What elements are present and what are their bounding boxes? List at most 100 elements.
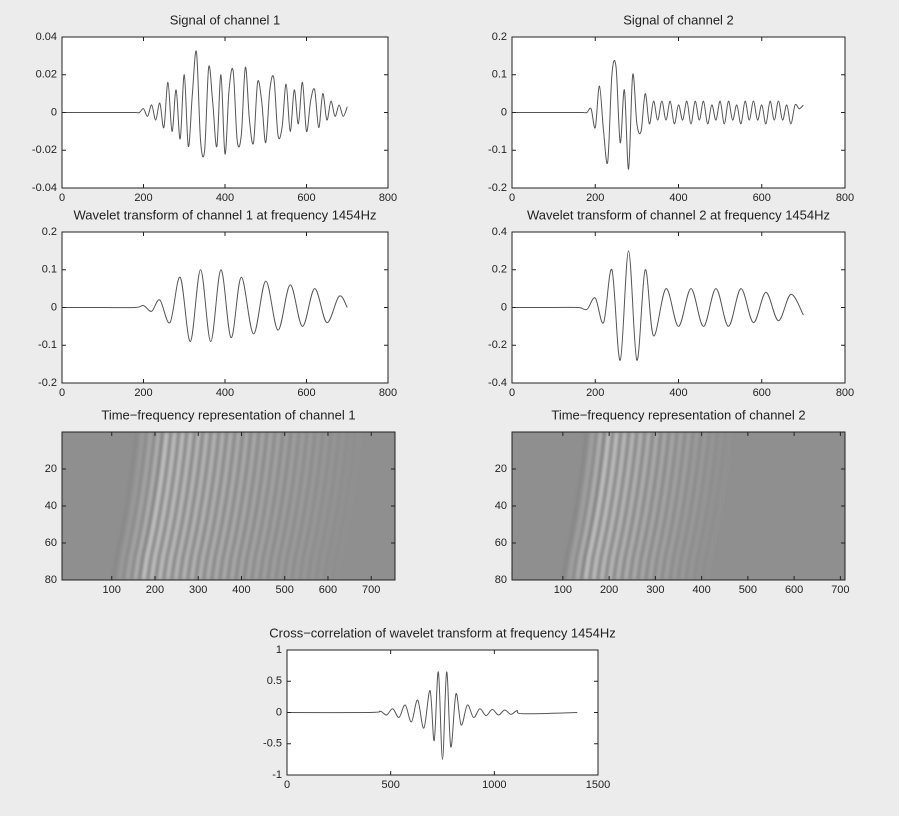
image-stripe xyxy=(679,432,708,580)
image-stripe xyxy=(683,432,712,580)
image-stripe xyxy=(225,432,254,580)
image-stripe xyxy=(329,432,358,580)
image-stripe xyxy=(663,432,692,580)
image-stripe xyxy=(229,432,258,580)
image-stripe xyxy=(125,432,154,580)
image-stripe xyxy=(607,432,636,580)
subplot-title: Signal of channel 1 xyxy=(170,12,281,27)
x-tick-label: 500 xyxy=(381,779,399,791)
x-tick-label: 600 xyxy=(753,387,771,399)
subplot: Signal of channel 2 0 200 400 600 800 -0.2 -0.1… xyxy=(488,12,854,203)
y-tick-label: 0 xyxy=(51,301,57,313)
subplot-title: Time−frequency representation of channel… xyxy=(551,407,805,422)
image-stripe xyxy=(603,432,632,580)
y-tick-label: 20 xyxy=(495,463,507,475)
image-stripe xyxy=(321,432,350,580)
image-stripe xyxy=(253,432,282,580)
y-tick-label: 40 xyxy=(45,500,57,512)
image-stripe xyxy=(161,432,190,580)
y-tick-label: -0.1 xyxy=(488,144,507,156)
y-tick-label: 0.2 xyxy=(492,31,507,43)
y-tick-label: 0.5 xyxy=(267,675,282,687)
image-stripe xyxy=(241,432,270,580)
image-stripe xyxy=(599,432,628,580)
image-stripe xyxy=(575,432,604,580)
x-tick-label: 0 xyxy=(59,387,65,399)
subplot: Time−frequency representation of channel… xyxy=(45,407,396,596)
x-tick-label: 200 xyxy=(134,387,152,399)
image-stripe xyxy=(695,432,724,580)
y-tick-label: 0 xyxy=(276,706,282,718)
image-stripe xyxy=(615,432,644,580)
image-stripe xyxy=(687,432,716,580)
image-stripe xyxy=(193,432,222,580)
y-tick-label: 40 xyxy=(495,500,507,512)
image-stripe xyxy=(181,432,210,580)
image-stripe xyxy=(309,432,338,580)
image-stripe xyxy=(209,432,238,580)
y-tick-label: 80 xyxy=(45,574,57,586)
image-stripe xyxy=(137,432,166,580)
image-stripe xyxy=(579,432,608,580)
image-stripe xyxy=(173,432,202,580)
signal-line xyxy=(511,59,804,170)
x-tick-label: 600 xyxy=(319,584,337,596)
image-stripe xyxy=(293,432,322,580)
image-stripe xyxy=(631,432,660,580)
signal-line xyxy=(286,671,578,760)
y-tick-label: 0.1 xyxy=(492,69,507,81)
image-stripe xyxy=(285,432,314,580)
y-tick-label: -1 xyxy=(272,769,282,781)
x-tick-label: 500 xyxy=(276,584,294,596)
x-tick-label: 200 xyxy=(586,387,604,399)
image-stripe xyxy=(647,432,676,580)
x-tick-label: 0 xyxy=(509,387,515,399)
image-stripe xyxy=(145,432,174,580)
image-stripe xyxy=(691,432,720,580)
image-stripe xyxy=(177,432,206,580)
y-tick-label: 0.2 xyxy=(42,226,57,238)
y-tick-label: 60 xyxy=(495,537,507,549)
image-stripe xyxy=(185,432,214,580)
image-stripe xyxy=(639,432,668,580)
image-stripe xyxy=(121,432,150,580)
x-tick-label: 200 xyxy=(146,584,164,596)
subplot: Wavelet transform of channel 1 at freque… xyxy=(38,207,397,398)
image-stripe xyxy=(257,432,286,580)
y-tick-label: -0.5 xyxy=(263,738,282,750)
image-stripe xyxy=(583,432,612,580)
image-stripe xyxy=(197,432,226,580)
x-tick-label: 100 xyxy=(103,584,121,596)
y-tick-label: -0.2 xyxy=(488,182,507,194)
x-tick-label: 300 xyxy=(189,584,207,596)
image-stripe xyxy=(129,432,158,580)
y-tick-label: 0.02 xyxy=(36,69,57,81)
image-stripe xyxy=(249,432,278,580)
x-tick-label: 400 xyxy=(669,387,687,399)
subplot-title: Cross−correlation of wavelet transform a… xyxy=(269,625,615,640)
image-stripe xyxy=(643,432,672,580)
image-stripe xyxy=(221,432,250,580)
image-stripe xyxy=(261,432,290,580)
image-stripe xyxy=(113,432,142,580)
x-tick-label: 600 xyxy=(785,584,803,596)
image-stripe xyxy=(281,432,310,580)
image-stripe xyxy=(141,432,170,580)
image-stripe xyxy=(157,432,186,580)
y-tick-label: 0 xyxy=(51,106,57,118)
image-stripe xyxy=(153,432,182,580)
image-stripe xyxy=(595,432,624,580)
image-stripe xyxy=(671,432,700,580)
x-tick-label: 500 xyxy=(739,584,757,596)
x-tick-label: 600 xyxy=(297,192,315,204)
x-tick-label: 800 xyxy=(836,387,854,399)
x-tick-label: 200 xyxy=(586,192,604,204)
image-stripe xyxy=(289,432,318,580)
x-tick-label: 300 xyxy=(646,584,664,596)
image-stripe xyxy=(233,432,262,580)
image-stripe xyxy=(667,432,696,580)
image-stripe xyxy=(591,432,620,580)
x-tick-label: 200 xyxy=(600,584,618,596)
signal-line xyxy=(61,50,348,158)
